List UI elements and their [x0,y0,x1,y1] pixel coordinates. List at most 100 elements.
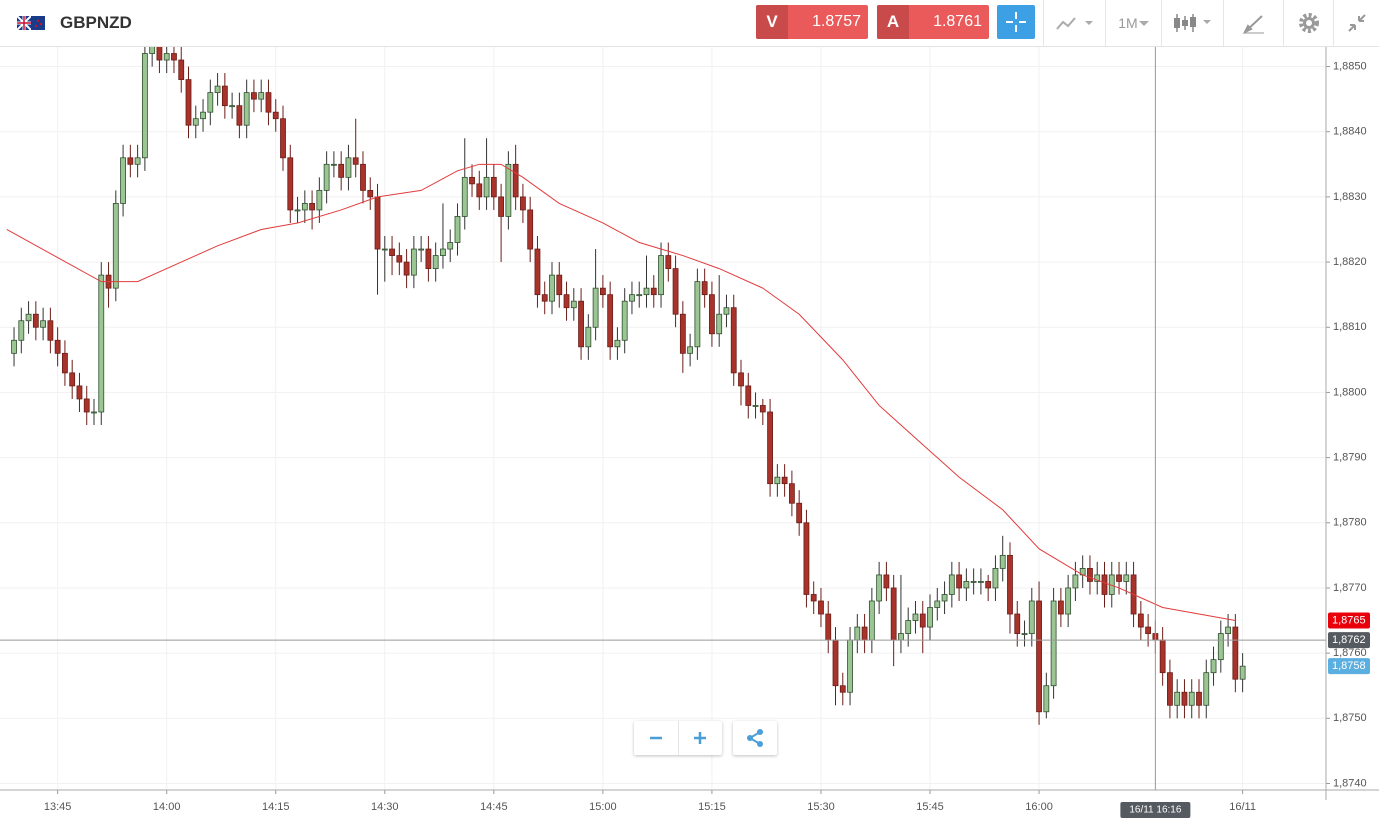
candle-body [549,274,555,302]
x-tick-label: 14:15 [262,801,290,813]
candle-body [956,574,962,589]
draw-button[interactable] [1223,0,1284,46]
price-label-box [1328,612,1370,629]
candle-body [243,92,250,126]
candle-body [716,313,723,335]
timeframe-button[interactable]: 1M [1105,0,1162,46]
candle-body [236,105,243,126]
candle-body [767,411,773,485]
y-tick-label: 1,8800 [1333,386,1367,398]
candle-body [1167,672,1173,706]
y-tick-label: 1,8780 [1333,517,1367,529]
candle-body [134,157,141,165]
candle-body [171,53,177,61]
chart-type-button[interactable] [1043,0,1106,46]
candle-body [1028,600,1035,634]
candle-body [294,209,301,212]
candle-body [338,163,345,178]
candle-body [185,79,192,126]
candle-body [927,607,933,628]
buy-button[interactable]: A 1.8761 [877,5,989,39]
y-tick-label: 1,8810 [1333,321,1367,333]
candle-body [527,209,534,250]
zoom-in-button[interactable] [679,721,723,755]
x-tick-label: 14:30 [371,801,399,813]
x-tick-label: 16:00 [1025,801,1053,813]
share-button[interactable] [733,721,777,755]
settings-button[interactable] [1283,0,1334,46]
candle-body [432,255,439,269]
candle-body [1050,600,1057,687]
candle-body [120,157,126,204]
candle-body [396,255,403,263]
candle-body [781,476,788,485]
y-tick-label: 1,8790 [1333,452,1367,464]
gear-icon [1299,13,1319,33]
candle-body [25,313,32,322]
candle-body [11,339,17,354]
collapse-button[interactable] [1333,0,1379,46]
candle-type-button[interactable] [1161,0,1224,46]
candle-body [585,326,592,348]
x-tick-label: 13:45 [44,801,72,813]
candle-body [469,176,475,185]
candle-body [352,157,359,165]
candle-body [985,581,992,589]
candle-body [1188,691,1195,706]
candle-body [592,287,599,328]
candle-body [1057,600,1064,615]
candle-body [1014,613,1021,634]
candle-body [978,581,984,583]
zoom-out-button[interactable] [634,721,679,755]
line-icon [1056,17,1093,30]
candle-body [1203,672,1210,706]
candle-body [614,339,621,348]
candle-body [62,352,68,374]
candle-body [861,626,868,641]
candle-body [272,111,279,120]
candle-body [999,554,1006,569]
candle-body [1181,691,1188,706]
candle-body [890,587,897,641]
candle-body [803,522,810,595]
candle-body [818,600,824,615]
crosshair-button[interactable] [997,5,1035,39]
price-label-box [1328,658,1370,675]
candle-body [221,85,228,107]
candle-body [738,372,744,387]
candle-body [69,372,76,387]
candle-body [650,287,657,296]
candle-body [360,163,366,191]
candle-body [389,248,395,256]
candle-body [498,196,505,217]
candle-body [694,281,701,348]
flag-icon [17,16,45,30]
candle-body [251,92,257,100]
candle-body [287,157,294,211]
candle-body [520,196,526,211]
symbol: GBPNZD [60,13,132,32]
candle-body [810,594,817,602]
candle-body [948,574,955,595]
candle-body [701,281,708,296]
sell-button[interactable]: V 1.8757 [756,5,868,39]
candle-body [847,639,853,693]
x-tick-label: 14:00 [153,801,181,813]
candle-body [629,294,635,302]
x-tick-label: 15:15 [698,801,726,813]
y-tick-label: 1,8750 [1333,712,1367,724]
candle-body [665,255,672,269]
candle-body [1036,600,1042,713]
candle-body [621,300,628,341]
candle-body [825,613,832,641]
candle-body [1094,574,1101,582]
candle-body [374,196,381,250]
candle-body [730,307,737,374]
buy-letter: A [877,5,909,39]
plus-icon [694,732,707,744]
candle-body [1007,554,1013,615]
candle-body [578,300,584,348]
crosshair-time-label: 16/11 16:16 [1129,805,1182,816]
candle-body [461,176,468,217]
price-label-box [1328,632,1370,649]
